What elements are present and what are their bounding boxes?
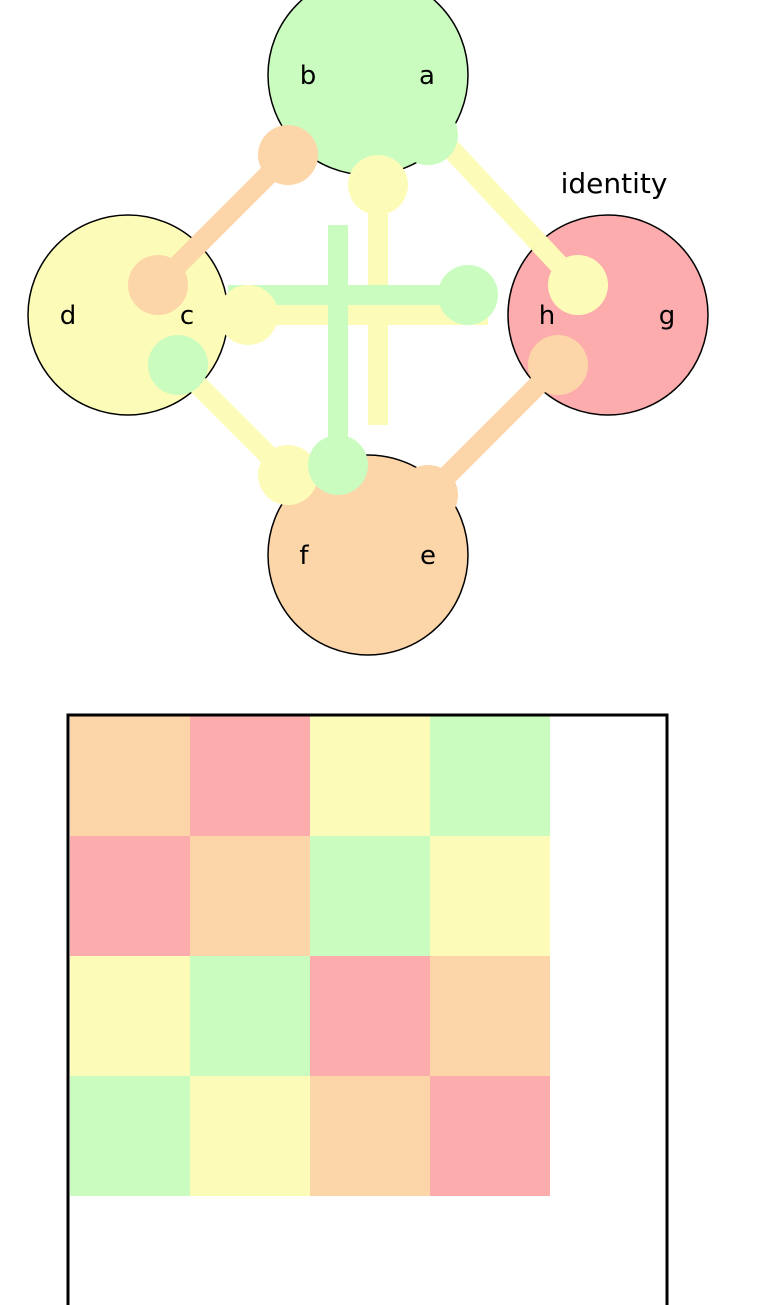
grid-cell-r2-c4 xyxy=(430,836,550,956)
node-label-e: e xyxy=(420,541,436,571)
grid-cell-r3-c1 xyxy=(70,956,190,1076)
node-label-d: d xyxy=(60,301,77,331)
dot-green-near-a xyxy=(398,105,458,165)
grid-cell-r1-c2 xyxy=(190,716,310,836)
grid-cell-r4-c4 xyxy=(430,1076,550,1196)
dot-green-near-h xyxy=(438,265,498,325)
grid-cell-r3-c4 xyxy=(430,956,550,1076)
grid-cell-r3-c2 xyxy=(190,956,310,1076)
dot-yellow-near-h xyxy=(548,255,608,315)
dot-yellow-near-c xyxy=(218,285,278,345)
node-label-g: g xyxy=(659,301,676,331)
node-label-a: a xyxy=(419,61,435,91)
grid-cell-r1-c3 xyxy=(310,716,430,836)
grid-cell-r2-c1 xyxy=(70,836,190,956)
dot-yellow-near-f xyxy=(258,445,318,505)
dot-peach-near-e xyxy=(398,465,458,525)
grid-cell-r4-c2 xyxy=(190,1076,310,1196)
dot-green-near-f xyxy=(308,435,368,495)
dot-peach-near-b xyxy=(258,125,318,185)
dot-peach-near-h xyxy=(528,335,588,395)
dot-green-near-c xyxy=(148,335,208,395)
grid-cell-r4-c1 xyxy=(70,1076,190,1196)
grid-cell-r2-c2 xyxy=(190,836,310,956)
dot-yellow-center-top xyxy=(348,155,408,215)
node-label-b: b xyxy=(300,61,317,91)
node-label-f: f xyxy=(299,541,309,571)
grid-cell-r4-c3 xyxy=(310,1076,430,1196)
node-label-h: h xyxy=(539,301,555,331)
edge-yellow-diagonal-top-right xyxy=(438,135,578,285)
node-label-c: c xyxy=(180,301,194,331)
highlight-label: identity xyxy=(561,167,668,200)
grid-cell-r2-c3 xyxy=(310,836,430,956)
grid-cell-r3-c3 xyxy=(310,956,430,1076)
color-grid xyxy=(68,715,667,1305)
grid-cell-r1-c1 xyxy=(70,716,190,836)
grid-cell-r1-c4 xyxy=(430,716,550,836)
